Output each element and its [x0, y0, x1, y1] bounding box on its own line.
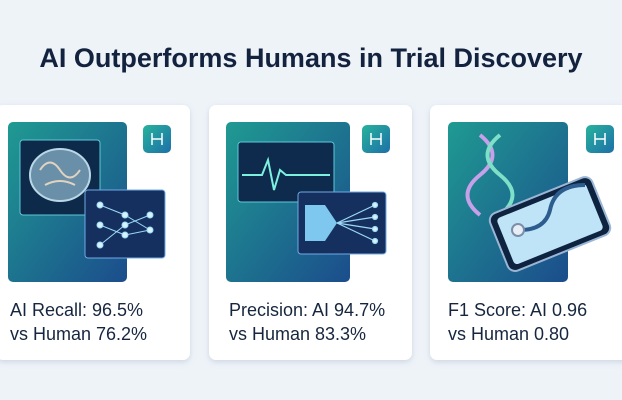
card: Precision: AI 94.7% vs Human 83.3% — [209, 105, 412, 360]
card: F1 Score: AI 0.96 vs Human 0.80 — [430, 105, 622, 360]
card-stat: F1 Score: AI 0.96 — [448, 300, 587, 320]
card-stat: vs Human 83.3% — [229, 324, 366, 344]
card: AI Recall: 96.5% vs Human 76.2% — [0, 105, 190, 360]
page-title: AI Outperforms Humans in Trial Discovery — [39, 43, 582, 73]
card-stat: vs Human 0.80 — [448, 324, 569, 344]
card-stat: vs Human 76.2% — [10, 324, 147, 344]
card-stat: AI Recall: 96.5% — [10, 300, 143, 320]
card-stat: Precision: AI 94.7% — [229, 300, 385, 320]
